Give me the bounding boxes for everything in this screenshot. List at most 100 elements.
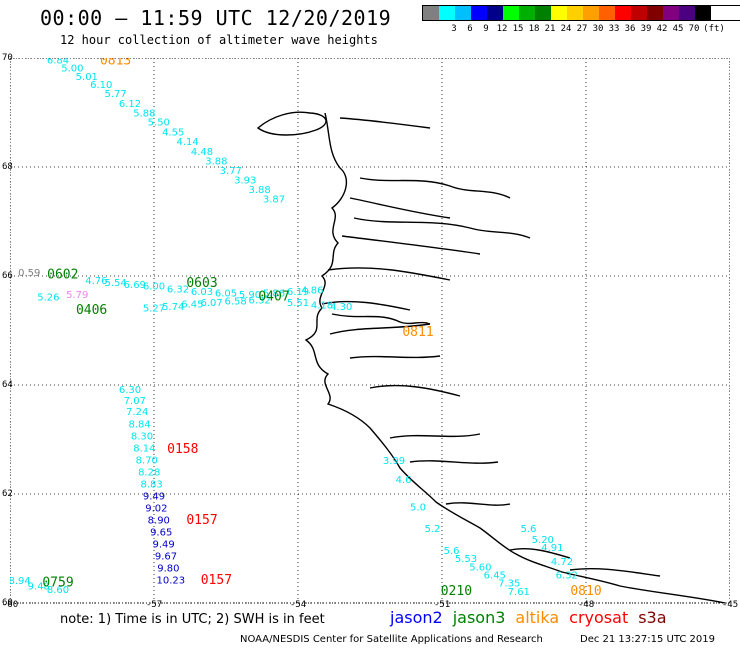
latitude-tick-label: 66 xyxy=(2,271,13,281)
wave-height-value: 5.01 xyxy=(76,72,98,83)
generation-timestamp: Dec 21 13:27:15 UTC 2019 xyxy=(580,634,715,645)
wave-height-value: 5.00 xyxy=(61,64,83,75)
wave-height-value: 3.88 xyxy=(205,156,227,167)
wave-height-value: 5.0 xyxy=(410,502,426,513)
legend-label: 36 xyxy=(624,24,636,34)
legend-label: 39 xyxy=(640,24,652,34)
wave-height-value: 5.2 xyxy=(424,524,440,535)
pass-time-labels: 0813 0602 0603 0407 0406 0811 0158 0157 0157 0759… xyxy=(42,58,601,599)
wave-height-value: 8.14 xyxy=(133,443,155,454)
legend-swatch xyxy=(567,6,583,20)
wave-height-value: 3.77 xyxy=(220,166,242,177)
wave-height-value: 5.90 xyxy=(239,290,261,301)
latitude-tick-label: 62 xyxy=(2,489,13,499)
wave-height-value: 3.99 xyxy=(383,456,405,467)
legend-label: 6 xyxy=(467,24,473,34)
wave-height-value: 5.6 xyxy=(520,524,536,535)
wave-height-value: 6.07 xyxy=(200,298,222,309)
wave-height-value: 6.12 xyxy=(119,99,141,110)
wave-height-value: 8.28 xyxy=(138,467,160,478)
wave-height-value: 3.87 xyxy=(263,194,285,205)
wave-height-value: 6.45 xyxy=(181,300,203,311)
wave-height-value: 8.94 xyxy=(10,576,31,587)
wave-height-value: 4.48 xyxy=(191,147,213,158)
satellite-legend-item: jason2 xyxy=(390,608,443,627)
pass-time-label: 0406 xyxy=(76,303,107,318)
wave-height-value: 5.53 xyxy=(455,554,477,565)
longitude-tick-label: -45 xyxy=(721,600,739,610)
wave-height-value: 5.74 xyxy=(162,302,184,313)
wave-height-value: 7.61 xyxy=(508,587,530,598)
legend-swatch xyxy=(695,6,711,20)
pass-time-label: 0157 xyxy=(201,573,232,588)
wave-height-value: 5.26 xyxy=(37,293,59,304)
pass-time-label: 0157 xyxy=(186,513,217,528)
wave-height-value: 6.32 xyxy=(248,295,270,306)
longitude-tick-label: -54 xyxy=(289,600,307,610)
map-border xyxy=(10,58,730,604)
longitude-tick-label: -60 xyxy=(1,600,19,610)
legend-swatch xyxy=(615,6,631,20)
pass-time-label: 0759 xyxy=(42,576,73,591)
coastline xyxy=(256,111,726,604)
legend-swatch xyxy=(519,6,535,20)
wave-height-value: 4.86 xyxy=(301,285,323,296)
color-scale-legend: 3 6 9 12 15 18 21 24 27 30 33 36 39 42 45 70 (ft) xyxy=(422,5,740,35)
wave-height-value: 8.83 xyxy=(140,479,162,490)
wave-height-value: 8.30 xyxy=(131,432,153,443)
latitude-tick-label: 60 xyxy=(2,598,13,608)
graticule xyxy=(10,58,730,604)
wave-height-value: 5.20 xyxy=(532,535,554,546)
wave-height-value: 6.10 xyxy=(90,80,112,91)
legend-label: 3 xyxy=(451,24,457,34)
legend-label: 12 xyxy=(496,24,508,34)
wave-height-value: 7.35 xyxy=(498,579,520,590)
longitude-tick-label: -57 xyxy=(145,600,163,610)
wave-height-value: 5.6 xyxy=(444,546,460,557)
satellite-legend-item: altika xyxy=(515,608,560,627)
legend-label: 33 xyxy=(608,24,620,34)
legend-label: 70 xyxy=(688,24,700,34)
footer-note: note: 1) Time is in UTC; 2) SWH is in fe… xyxy=(60,612,325,627)
legend-swatch xyxy=(599,6,615,20)
wave-height-value: 4.55 xyxy=(162,127,184,138)
wave-height-value: 6.32 xyxy=(167,284,189,295)
wave-height-value: 9.49 xyxy=(152,539,174,550)
legend-swatch xyxy=(551,6,567,20)
wave-height-value: 8.84 xyxy=(128,420,150,431)
legend-label: 24 xyxy=(560,24,572,34)
longitude-tick-label: -51 xyxy=(433,600,451,610)
wave-height-value: 9.02 xyxy=(145,503,167,514)
wave-height-value: 9.65 xyxy=(150,527,172,538)
wave-height-value: 4.14 xyxy=(176,137,198,148)
legend-unit: (ft) xyxy=(703,24,725,34)
map-canvas: 6.845.005.016.105.776.125.885.504.554.14… xyxy=(10,58,730,604)
wave-height-value: 9.49 xyxy=(143,491,165,502)
wave-height-value: 4.18 xyxy=(311,301,333,312)
legend-swatch xyxy=(455,6,471,20)
wave-height-value: 5.51 xyxy=(287,298,309,309)
satellite-legend-item: s3a xyxy=(638,608,667,627)
wave-height-value: 6.03 xyxy=(191,287,213,298)
wave-height-value: 5.79 xyxy=(66,290,88,301)
legend-swatch xyxy=(583,6,599,20)
wave-height-value: 6.00 xyxy=(143,282,165,293)
wave-height-value: 7.07 xyxy=(124,396,146,407)
wave-height-value: 10.23 xyxy=(156,575,185,586)
wave-height-value: 9.48 xyxy=(28,581,50,592)
legend-swatch xyxy=(439,6,455,20)
legend-label: 15 xyxy=(512,24,524,34)
wave-height-value: 0.59 xyxy=(18,268,40,279)
latitude-tick-label: 64 xyxy=(2,380,13,390)
pass-time-label: 0210 xyxy=(441,584,472,599)
wave-height-value: 5.86 xyxy=(263,289,285,300)
page-subtitle: 12 hour collection of altimeter wave hei… xyxy=(60,33,378,47)
legend-label: 42 xyxy=(656,24,668,34)
latitude-tick-label: 70 xyxy=(2,53,13,63)
wave-height-value: 6.58 xyxy=(224,296,246,307)
wave-height-value: 6.32 xyxy=(556,570,578,581)
satellite-legend: jason2 jason3 altika cryosat s3a xyxy=(390,608,677,627)
wave-height-value: 8.60 xyxy=(47,585,69,596)
pass-time-label: 0158 xyxy=(167,442,198,457)
legend-swatch xyxy=(503,6,519,20)
